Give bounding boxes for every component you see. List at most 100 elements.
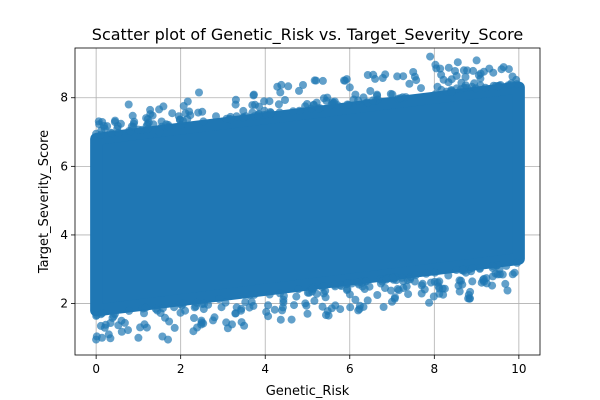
- data-point: [289, 107, 298, 116]
- data-point: [231, 309, 240, 318]
- data-point: [310, 296, 319, 305]
- y-tick-label: 4: [60, 228, 68, 242]
- data-point: [470, 79, 479, 88]
- data-point: [179, 299, 188, 308]
- data-point: [161, 313, 169, 322]
- data-point: [164, 122, 173, 131]
- data-point: [159, 102, 168, 111]
- data-point: [319, 282, 328, 291]
- data-point: [183, 97, 192, 106]
- data-point: [117, 327, 126, 336]
- data-point: [430, 268, 439, 277]
- y-axis-label: Target_Severity_Score: [37, 130, 52, 274]
- data-point: [194, 108, 203, 117]
- data-point: [427, 278, 435, 287]
- x-tick-label: 0: [92, 362, 100, 376]
- data-point: [303, 309, 312, 318]
- data-point: [125, 306, 134, 315]
- x-tick-label: 8: [430, 362, 438, 376]
- data-point: [426, 52, 435, 61]
- data-point: [399, 72, 408, 81]
- data-point: [249, 90, 258, 99]
- x-tick-label: 6: [346, 362, 354, 376]
- data-point: [239, 113, 248, 122]
- data-point: [290, 301, 298, 310]
- data-point: [459, 265, 468, 274]
- data-point: [301, 299, 310, 308]
- data-point: [265, 97, 274, 106]
- y-tick-label: 6: [60, 159, 68, 173]
- x-tick-label: 10: [511, 362, 526, 376]
- data-point: [274, 100, 283, 109]
- data-point: [98, 309, 107, 318]
- y-tick-label: 2: [60, 297, 68, 311]
- data-point: [434, 282, 443, 291]
- data-point: [195, 88, 203, 97]
- data-point: [191, 302, 200, 311]
- data-point: [199, 117, 208, 126]
- data-point: [237, 304, 246, 313]
- data-points: [90, 52, 525, 344]
- chart-title: Scatter plot of Genetic_Risk vs. Target_…: [92, 25, 523, 45]
- data-point: [185, 107, 194, 116]
- data-point: [155, 128, 164, 136]
- data-point: [439, 290, 448, 299]
- data-point: [197, 318, 206, 327]
- data-point: [468, 277, 477, 286]
- data-point: [247, 297, 256, 306]
- data-point: [276, 289, 284, 298]
- data-point: [363, 296, 372, 305]
- data-point: [437, 70, 446, 79]
- data-point: [264, 312, 273, 321]
- data-point: [510, 268, 519, 277]
- data-point: [440, 284, 449, 293]
- data-point: [113, 124, 122, 133]
- data-point: [212, 112, 220, 121]
- data-point: [276, 315, 285, 324]
- data-point: [336, 281, 345, 289]
- data-point: [476, 69, 485, 78]
- x-axis-label: Genetic_Risk: [266, 384, 350, 399]
- data-point: [401, 93, 410, 102]
- data-point: [314, 104, 323, 113]
- data-point: [106, 128, 115, 137]
- data-point: [287, 315, 296, 324]
- data-point: [140, 309, 148, 318]
- data-point: [222, 114, 231, 123]
- data-point: [452, 266, 461, 274]
- data-point: [279, 298, 288, 307]
- data-point: [134, 125, 143, 134]
- data-point: [485, 64, 494, 73]
- data-point: [327, 100, 336, 109]
- data-point: [409, 68, 418, 76]
- data-point: [164, 335, 172, 344]
- data-point: [144, 118, 153, 127]
- data-point: [472, 56, 481, 65]
- data-point: [294, 285, 303, 294]
- data-point: [130, 117, 139, 126]
- data-point: [318, 76, 327, 85]
- data-point: [425, 298, 434, 307]
- data-point: [387, 286, 395, 295]
- data-point: [493, 270, 502, 279]
- data-point: [319, 94, 328, 103]
- data-point: [146, 105, 155, 114]
- data-point: [241, 298, 250, 307]
- data-point: [124, 100, 133, 109]
- data-point: [496, 81, 505, 89]
- data-point: [433, 82, 442, 91]
- data-point: [411, 271, 420, 279]
- data-point: [371, 74, 380, 83]
- data-point: [210, 313, 219, 322]
- data-point: [117, 316, 126, 325]
- data-point: [345, 83, 354, 92]
- data-point: [444, 63, 453, 72]
- data-point: [215, 295, 224, 303]
- data-point: [104, 330, 113, 339]
- data-point: [362, 277, 371, 286]
- data-point: [388, 274, 397, 282]
- data-point: [477, 278, 486, 287]
- data-point: [455, 276, 464, 285]
